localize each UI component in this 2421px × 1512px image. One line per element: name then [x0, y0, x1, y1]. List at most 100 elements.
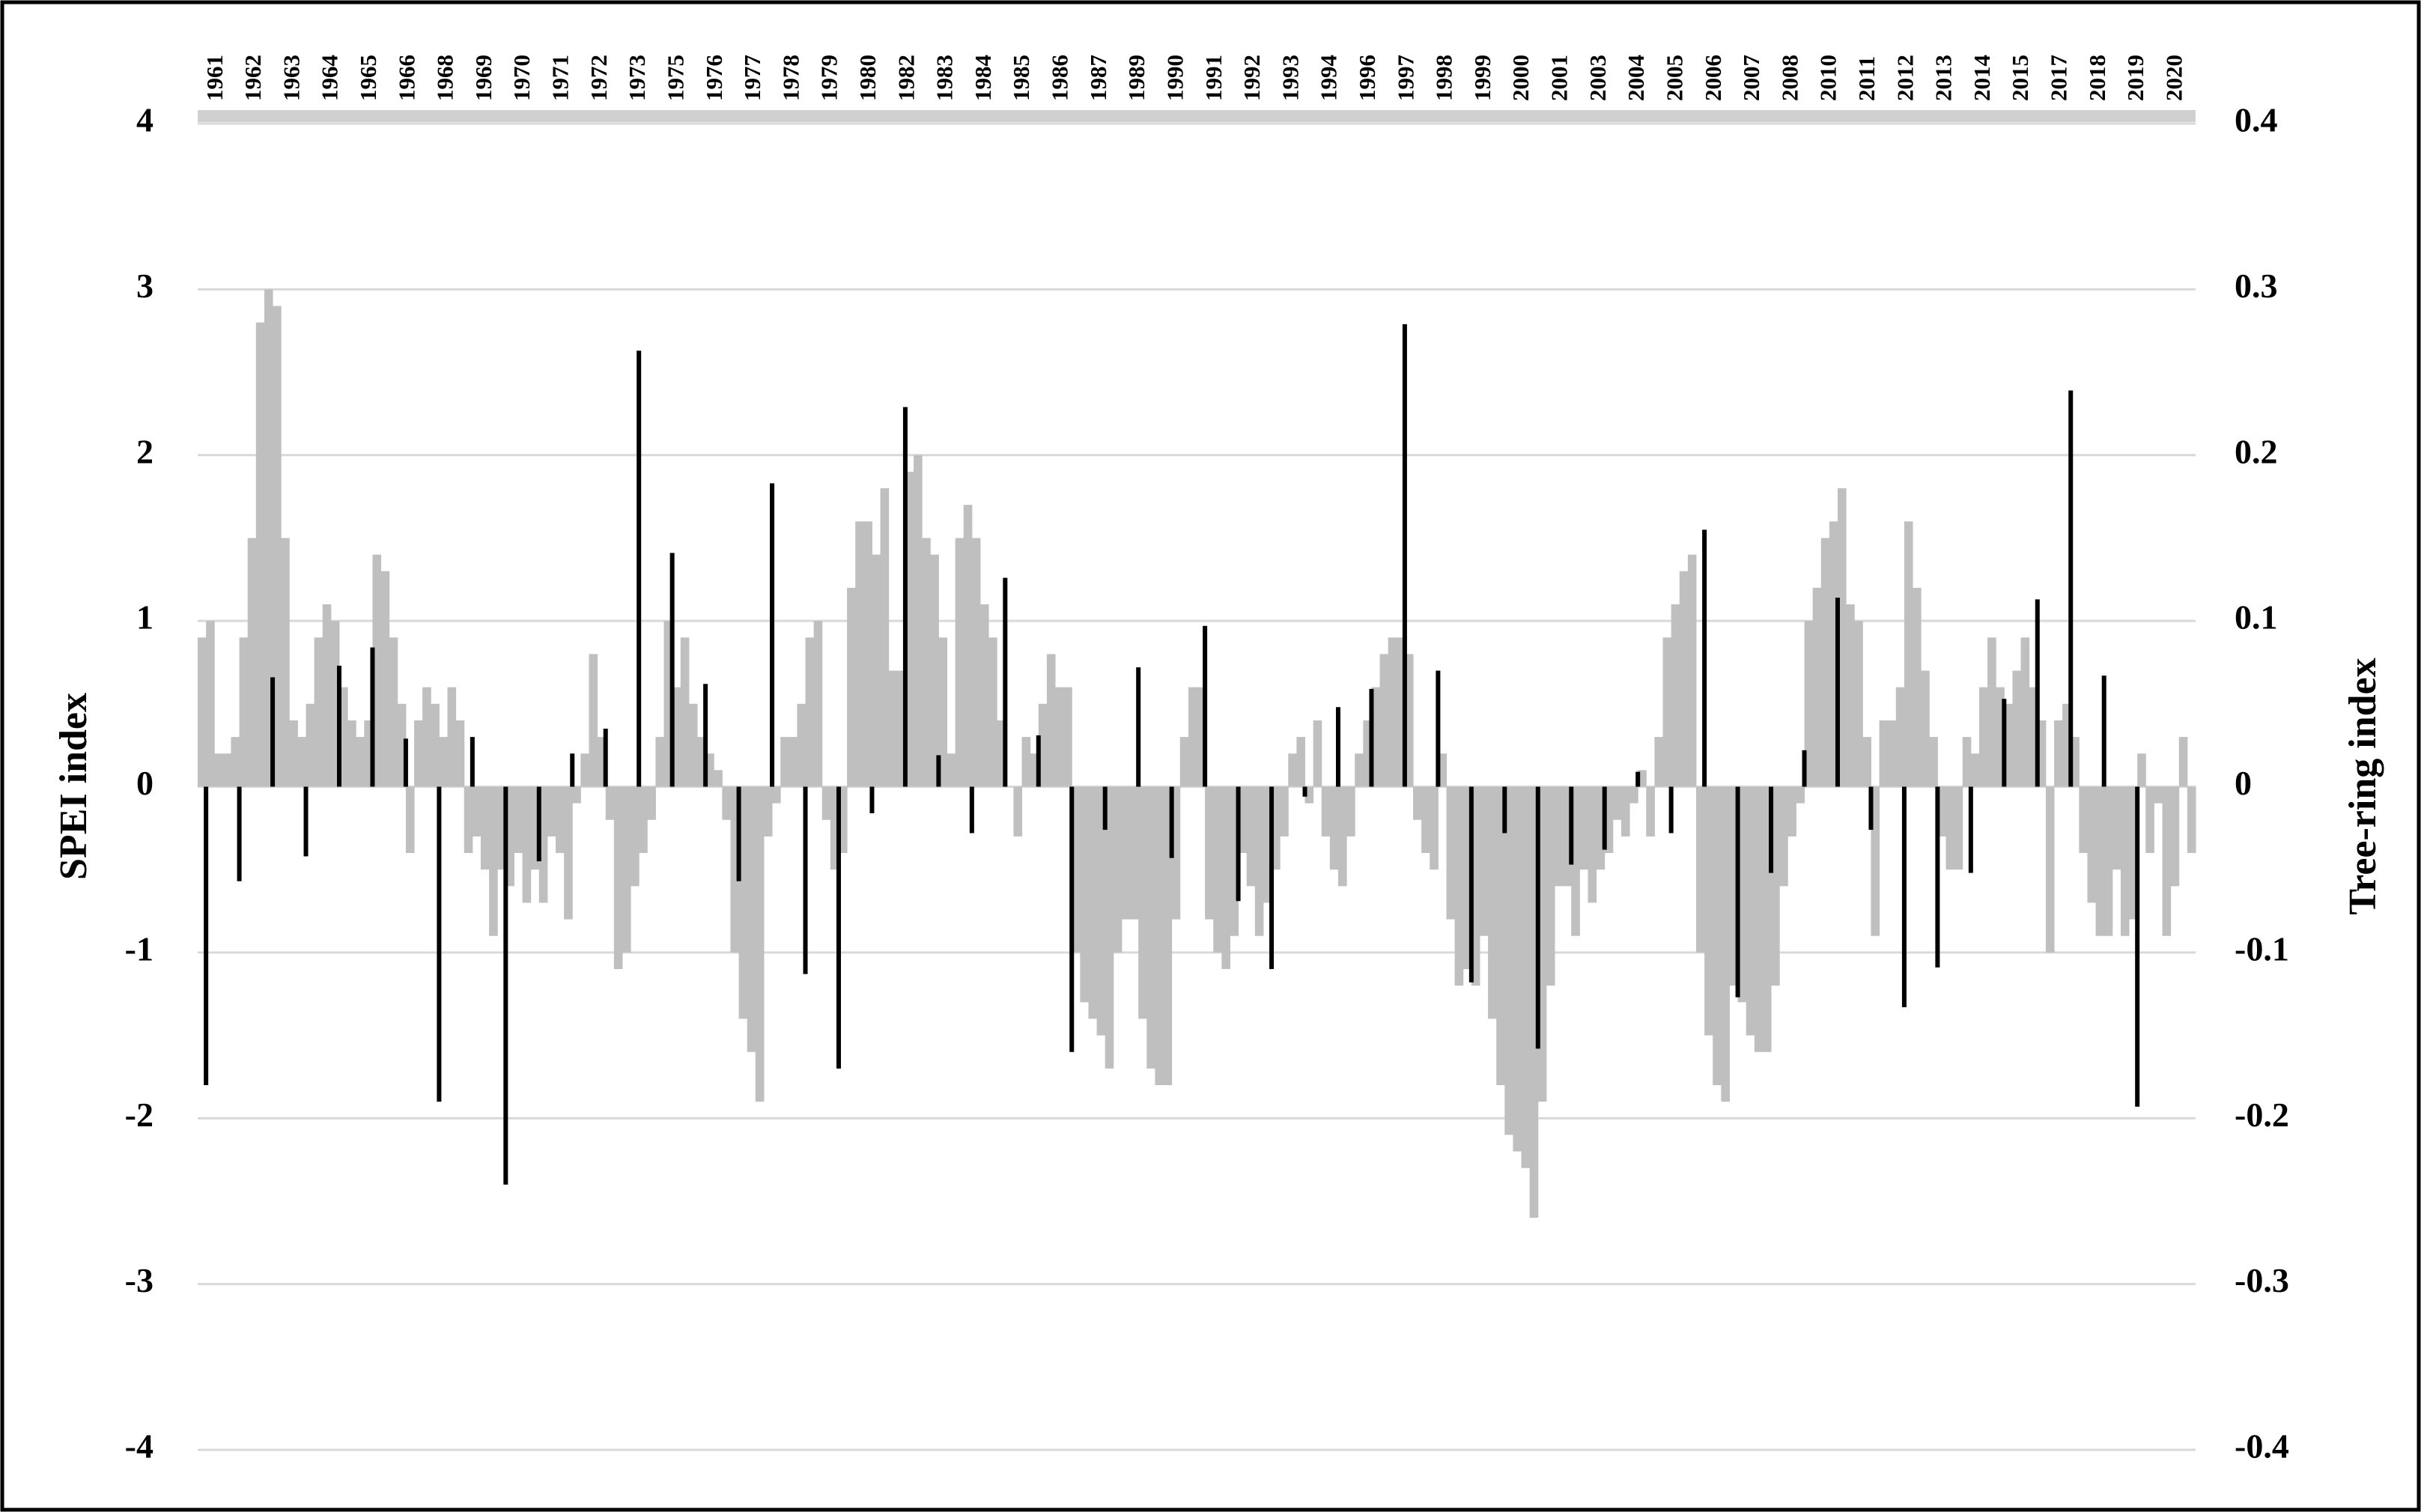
- x-tick-label: 2014: [1969, 55, 1995, 101]
- spei-bar: [997, 720, 1006, 787]
- spei-bar: [896, 670, 906, 787]
- y2-tick-label: -0.3: [2235, 1261, 2289, 1299]
- spei-bar: [1796, 786, 1805, 804]
- x-tick-label: 1998: [1431, 55, 1457, 101]
- x-tick-label: 2007: [1738, 55, 1764, 101]
- x-tick-label: 2011: [1853, 56, 1880, 101]
- spei-bar: [821, 786, 831, 820]
- tree-ring-bar: [1935, 786, 1940, 968]
- tree-ring-bar: [1535, 786, 1540, 1049]
- spei-bar: [2012, 670, 2022, 787]
- spei-bar: [2120, 786, 2130, 936]
- spei-bar: [222, 753, 231, 787]
- spei-bar: [1471, 786, 1480, 986]
- spei-bar: [2020, 637, 2030, 787]
- tree-ring-bar: [1302, 786, 1307, 797]
- tree-ring-bar: [437, 786, 442, 1102]
- spei-bar: [1729, 786, 1739, 986]
- spei-bar: [2129, 786, 2138, 920]
- spei-bar: [697, 737, 706, 787]
- spei-bar: [797, 703, 807, 787]
- spei-bar: [239, 637, 249, 787]
- tree-ring-bar: [237, 786, 242, 881]
- spei-bar: [639, 786, 648, 854]
- spei-bar: [372, 554, 382, 787]
- x-tick-label: 2005: [1661, 55, 1687, 101]
- tree-ring-bar: [2068, 390, 2074, 787]
- tree-ring-bar: [1802, 750, 1807, 787]
- spei-bar: [580, 753, 589, 787]
- spei-bar: [1762, 786, 1772, 1052]
- tree-ring-bar: [2135, 786, 2140, 1107]
- spei-bar: [1837, 488, 1847, 787]
- spei-bar: [1746, 786, 1755, 1036]
- tree-ring-bar: [1236, 786, 1241, 902]
- x-tick-label: 2018: [2084, 55, 2110, 101]
- spei-bar: [1138, 786, 1147, 1019]
- spei-bar: [1846, 604, 1855, 787]
- y-axis-title: SPEI index: [52, 693, 95, 880]
- spei-bar: [255, 322, 265, 787]
- tree-ring-bar: [1269, 786, 1275, 970]
- spei-bar: [672, 687, 681, 787]
- spei-bar: [2045, 786, 2055, 953]
- x-tick-label: 1986: [1047, 55, 1073, 101]
- y2-tick-label: 0.2: [2235, 432, 2278, 470]
- tree-ring-bar: [2101, 675, 2106, 787]
- spei-bar: [1555, 786, 1564, 887]
- spei-bar: [988, 637, 997, 787]
- x-tick-label: 2008: [1776, 55, 1802, 101]
- spei-bar: [322, 604, 332, 787]
- spei-bar: [1438, 753, 1447, 787]
- spei-bar: [1862, 737, 1871, 787]
- tree-ring-bar: [1602, 786, 1607, 850]
- x-tick-label: 2013: [1931, 55, 1957, 101]
- x-tick-label: 1963: [278, 55, 304, 101]
- spei-bar: [655, 737, 665, 787]
- spei-bar: [547, 786, 556, 837]
- spei-bar: [2154, 786, 2163, 804]
- spei-bar: [888, 670, 898, 787]
- x-tick-label: 1966: [393, 55, 419, 101]
- x-tick-label: 1991: [1200, 55, 1227, 101]
- spei-bar: [922, 538, 931, 787]
- spei-bar: [905, 471, 914, 787]
- spei-bar: [979, 604, 989, 787]
- spei-bar: [1246, 786, 1256, 887]
- spei-bar: [663, 621, 673, 787]
- spei-bar: [1304, 786, 1314, 804]
- spei-bar: [1970, 753, 1980, 787]
- spei-bar: [1221, 786, 1230, 970]
- spei-bar: [1321, 786, 1331, 837]
- spei-bar: [2103, 786, 2113, 936]
- spei-bar: [1163, 786, 1173, 1085]
- spei-bar: [1895, 687, 1905, 787]
- spei-bar: [1829, 521, 1838, 787]
- spei-bar: [813, 621, 823, 787]
- spei-bar: [622, 786, 631, 953]
- x-tick-label: 2012: [1892, 55, 1918, 101]
- spei-bar: [1563, 786, 1572, 887]
- tree-ring-bar: [403, 738, 408, 787]
- spei-bar: [347, 720, 356, 787]
- spei-bar: [289, 720, 298, 787]
- tree-ring-bar: [1003, 577, 1008, 787]
- spei-bar: [789, 737, 798, 787]
- spei-bar: [1113, 786, 1123, 953]
- spei-bar: [1171, 786, 1181, 920]
- tree-ring-bar: [270, 677, 276, 787]
- spei-bar: [1038, 703, 1048, 787]
- spei-bar: [1921, 670, 1930, 787]
- x-tick-label: 1968: [432, 55, 458, 101]
- x-tick-label: 1977: [739, 55, 765, 101]
- spei-bar: [1879, 720, 1889, 787]
- spei-bar: [2170, 786, 2180, 887]
- spei-bar: [1662, 637, 1672, 787]
- x-tick-label: 2019: [2122, 55, 2148, 101]
- tree-ring-bar: [1635, 771, 1641, 787]
- spei-bar: [1488, 786, 1497, 1019]
- y-tick-label: 4: [136, 101, 154, 139]
- spei-bar: [356, 737, 365, 787]
- spei-bar: [738, 786, 748, 1019]
- spei-bar: [306, 703, 315, 787]
